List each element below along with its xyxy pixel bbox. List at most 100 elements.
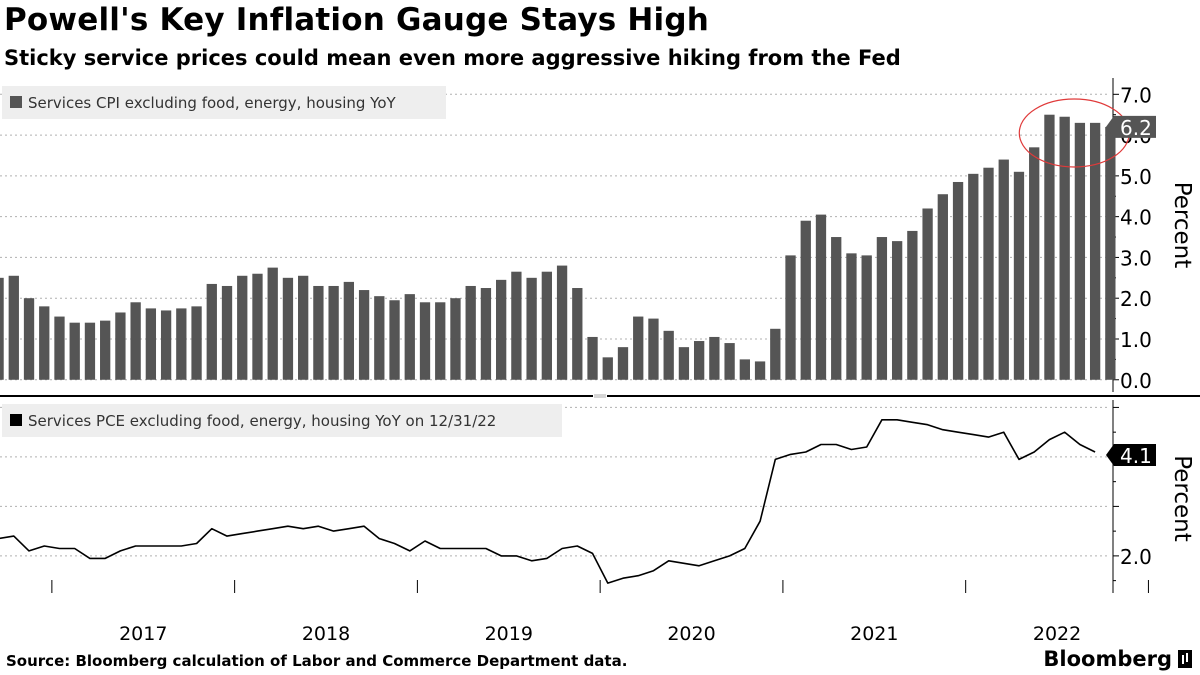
bar (526, 277, 537, 380)
bar (145, 308, 157, 380)
bar (770, 328, 781, 380)
legend-swatch (10, 414, 22, 426)
bar (0, 277, 4, 380)
source-note: Source: Bloomberg calculation of Labor a… (6, 652, 628, 670)
bar (724, 343, 735, 380)
bar (23, 298, 35, 380)
bar (891, 241, 903, 380)
y-tick-label: 7.0 (1120, 83, 1152, 107)
bar (100, 320, 111, 380)
bar (648, 318, 659, 380)
bar (1059, 116, 1070, 380)
bar (496, 279, 507, 380)
bar (206, 283, 217, 380)
bar (572, 288, 583, 380)
y-tick-label: 3.0 (1120, 246, 1152, 270)
bar (191, 306, 202, 380)
bar (160, 310, 172, 380)
bar (465, 285, 476, 380)
bar (800, 220, 811, 380)
bar (633, 316, 644, 380)
terminal-icon (1178, 650, 1192, 668)
bar (39, 306, 50, 380)
bar (952, 181, 964, 380)
bar (54, 316, 65, 380)
bar (785, 255, 796, 380)
last-value-badge (1106, 115, 1156, 138)
bar (511, 271, 522, 380)
bar (221, 285, 233, 380)
legend-label: Services CPI excluding food, energy, hou… (28, 94, 397, 112)
bar (693, 341, 705, 380)
bar (176, 308, 187, 380)
bar (907, 230, 918, 380)
bar (313, 285, 324, 380)
bar (389, 300, 400, 380)
bar (968, 173, 979, 380)
last-value-label: 4.1 (1120, 444, 1152, 468)
bar (404, 294, 415, 380)
bar (709, 336, 720, 380)
bar (587, 336, 598, 380)
bar (1105, 126, 1116, 380)
bar (343, 281, 355, 380)
legend-bottom: Services PCE excluding food, energy, hou… (2, 404, 562, 437)
bar (480, 288, 492, 380)
bar (541, 271, 552, 380)
bar (678, 347, 690, 380)
y-tick-label: 0.0 (1120, 369, 1152, 393)
bar (1029, 147, 1040, 380)
bar (602, 357, 613, 380)
divider-handle (593, 394, 607, 398)
bar (1089, 122, 1101, 380)
legend-box (2, 86, 446, 119)
bar (267, 267, 278, 380)
bar (419, 302, 431, 380)
chart-title: Powell's Key Inflation Gauge Stays High (4, 2, 710, 38)
y-tick-label: 1.0 (1120, 328, 1152, 352)
bar (130, 302, 141, 380)
bar (922, 208, 933, 380)
bar (846, 253, 857, 380)
bar (237, 275, 248, 380)
bar (1044, 114, 1055, 380)
x-tick-label: 2017 (119, 623, 167, 645)
bar (450, 298, 461, 380)
y-axis-title: Percent (1169, 455, 1195, 542)
bar (69, 322, 80, 380)
bar (754, 361, 766, 380)
brand-label: Bloomberg (1043, 647, 1172, 671)
bar (282, 277, 294, 380)
bar (831, 237, 842, 380)
bottom-panel: 2.0 Services PCE excluding food, energy, … (0, 400, 1195, 593)
x-tick-label: 2020 (667, 623, 715, 645)
y-axis-title: Percent (1169, 182, 1195, 269)
last-value-badge (1106, 443, 1156, 466)
bar (115, 312, 126, 380)
x-tick-label: 2018 (302, 623, 350, 645)
bar (1013, 171, 1025, 380)
bar (617, 347, 629, 380)
x-axis: 2017 2018 2019 2020 2021 2022 (51, 580, 1149, 645)
bar (815, 214, 827, 380)
y-tick-label: 5.0 (1120, 165, 1152, 189)
bar (84, 322, 96, 380)
bar (556, 265, 568, 380)
bar (435, 302, 446, 380)
bloomberg-logo: Bloomberg (1043, 647, 1192, 671)
bar (876, 237, 888, 380)
bar (252, 273, 263, 380)
last-value-label: 6.2 (1120, 116, 1152, 140)
y-tick-label: 4.0 (1120, 206, 1152, 230)
x-tick-label: 2019 (485, 623, 533, 645)
bar (861, 255, 872, 380)
bar (374, 296, 385, 380)
legend-top: Services CPI excluding food, energy, hou… (2, 86, 446, 119)
bar (1074, 122, 1086, 380)
chart-subtitle: Sticky service prices could mean even mo… (4, 46, 901, 70)
legend-label: Services PCE excluding food, energy, hou… (28, 412, 496, 430)
bar (358, 290, 370, 380)
bar (8, 275, 19, 380)
